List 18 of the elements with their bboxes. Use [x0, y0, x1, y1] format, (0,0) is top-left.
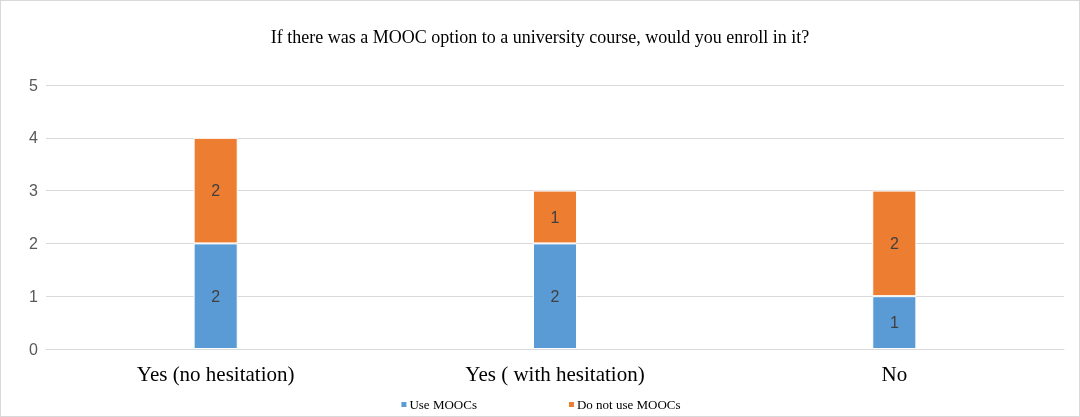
y-tick-label: 3 [29, 182, 39, 200]
legend-label: Use MOOCs [409, 397, 477, 412]
chart-title: If there was a MOOC option to a university course, would you enroll in it? [270, 27, 810, 47]
x-tick-label: No [881, 361, 908, 386]
legend-label: Do not use MOOCs [576, 397, 681, 412]
y-tick-label: 1 [29, 287, 39, 305]
x-tick-label: Yes ( with hesitation) [465, 361, 645, 386]
data-label: 1 [550, 208, 560, 226]
data-label: 2 [211, 287, 221, 305]
y-tick-label: 2 [29, 234, 39, 252]
data-label: 2 [211, 182, 221, 200]
y-tick-label: 0 [29, 340, 39, 358]
y-tick-label: 4 [29, 129, 39, 147]
y-tick-label: 5 [29, 76, 39, 94]
data-label: 2 [889, 234, 899, 252]
data-label: 2 [550, 287, 560, 305]
x-tick-label: Yes (no hesitation) [136, 361, 295, 386]
data-label: 1 [889, 314, 899, 332]
